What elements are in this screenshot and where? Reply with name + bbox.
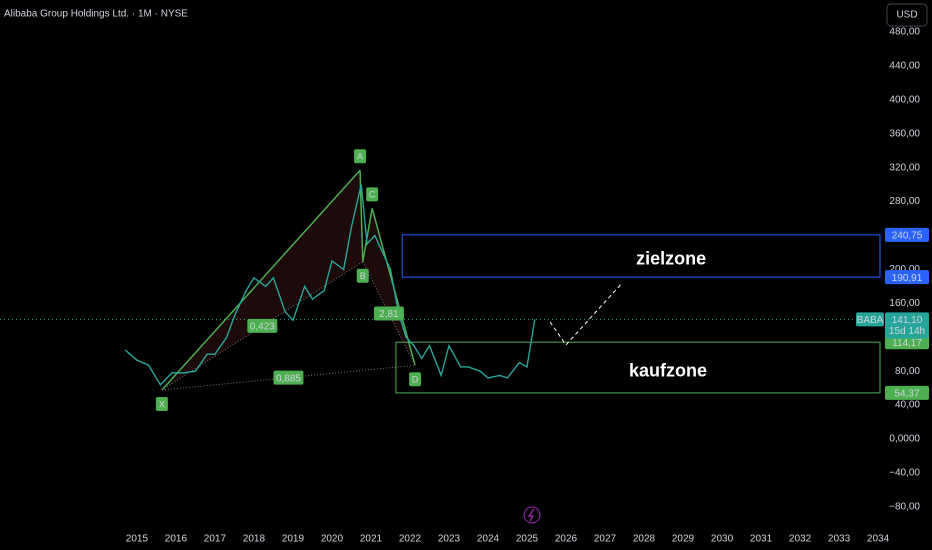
y-tick-label: 200,00 bbox=[889, 264, 920, 275]
x-tick-label: 2030 bbox=[711, 534, 734, 545]
ratio-line bbox=[161, 261, 364, 391]
point-label: C bbox=[369, 190, 376, 200]
currency-label[interactable]: USD bbox=[896, 10, 917, 21]
ratio-badge bbox=[247, 318, 278, 333]
x-tick-label: 2024 bbox=[477, 534, 500, 545]
point-label: B bbox=[360, 271, 366, 281]
x-tick-label: 2017 bbox=[204, 534, 227, 545]
ratio-badge bbox=[373, 306, 404, 321]
point-label: D bbox=[412, 375, 419, 385]
ticker-label: BABA bbox=[857, 315, 884, 326]
currency-button[interactable] bbox=[886, 3, 928, 27]
x-tick-label: 2032 bbox=[789, 534, 812, 545]
x-tick-label: 2019 bbox=[282, 534, 305, 545]
point-badge bbox=[409, 372, 422, 387]
x-tick-label: 2028 bbox=[633, 534, 656, 545]
x-tick-label: 2020 bbox=[321, 534, 344, 545]
x-tick-label: 2015 bbox=[126, 534, 149, 545]
x-tick-label: 2031 bbox=[750, 534, 773, 545]
ratio-label: 0,885 bbox=[276, 373, 301, 384]
chart-title: Alibaba Group Holdings Ltd. · 1M · NYSE bbox=[4, 9, 188, 20]
projection-line bbox=[549, 282, 623, 346]
y-tick-label: 320,00 bbox=[889, 162, 920, 173]
x-tick-label: 2021 bbox=[360, 534, 383, 545]
x-tick-label: 2033 bbox=[828, 534, 851, 545]
level-label: 190,91 bbox=[892, 273, 923, 284]
y-tick-label: 80,00 bbox=[895, 366, 920, 377]
zone-label: zielzone bbox=[636, 249, 706, 269]
y-tick-label: 0,0000 bbox=[889, 434, 920, 445]
x-tick-label: 2025 bbox=[516, 534, 539, 545]
point-badge bbox=[354, 149, 367, 164]
x-tick-label: 2016 bbox=[165, 534, 188, 545]
point-badge bbox=[155, 397, 168, 411]
pattern-leg bbox=[362, 208, 373, 262]
point-badge bbox=[366, 187, 379, 202]
zone-label: kaufzone bbox=[629, 360, 707, 380]
event-icon-bolt bbox=[527, 508, 535, 522]
x-tick-label: 2029 bbox=[672, 534, 695, 545]
price-marker bbox=[885, 312, 929, 339]
x-tick-label: 2022 bbox=[399, 534, 422, 545]
ratio-label: 2,81 bbox=[379, 309, 399, 320]
point-label: X bbox=[159, 399, 165, 409]
zone bbox=[395, 341, 881, 394]
ticker-badge bbox=[856, 312, 884, 327]
ratio-badge bbox=[273, 370, 304, 385]
y-tick-label: 480,00 bbox=[889, 27, 920, 38]
y-tick-label: −80,00 bbox=[889, 501, 920, 512]
level-label: 114,17 bbox=[892, 338, 922, 349]
price-line bbox=[124, 184, 536, 386]
y-tick-label: 400,00 bbox=[889, 94, 920, 105]
ratio-label: 0,423 bbox=[250, 322, 275, 333]
price-label: 141,10 bbox=[892, 315, 923, 326]
y-tick-label: 160,00 bbox=[889, 298, 920, 309]
y-tick-label: −40,00 bbox=[889, 468, 920, 479]
y-tick-label: 360,00 bbox=[889, 128, 920, 139]
level-marker bbox=[885, 270, 929, 285]
x-tick-label: 2023 bbox=[438, 534, 461, 545]
x-tick-label: 2027 bbox=[594, 534, 617, 545]
countdown-label: 15d 14h bbox=[889, 326, 925, 337]
level-label: 54,37 bbox=[894, 389, 919, 400]
zone bbox=[401, 234, 881, 278]
pattern-leg bbox=[161, 169, 361, 391]
level-marker bbox=[885, 385, 929, 400]
x-tick-label: 2026 bbox=[555, 534, 578, 545]
level-label: 240,75 bbox=[892, 230, 923, 241]
y-tick-label: 280,00 bbox=[889, 196, 920, 207]
event-icon[interactable] bbox=[523, 506, 541, 524]
x-tick-label: 2018 bbox=[243, 534, 266, 545]
ratio-line bbox=[161, 364, 416, 391]
level-marker bbox=[885, 335, 929, 350]
point-label: A bbox=[357, 152, 363, 162]
y-tick-label: 440,00 bbox=[889, 61, 920, 72]
point-badge bbox=[356, 268, 369, 283]
level-marker bbox=[885, 227, 929, 242]
y-tick-label: 40,00 bbox=[895, 400, 920, 411]
x-tick-label: 2034 bbox=[867, 534, 890, 545]
